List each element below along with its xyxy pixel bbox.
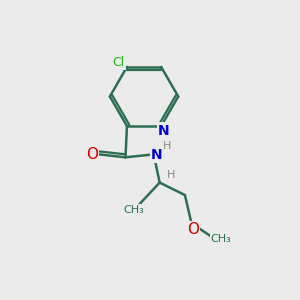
Text: O: O [86, 147, 98, 162]
Text: N: N [158, 124, 169, 138]
Text: CH₃: CH₃ [123, 205, 144, 215]
Text: O: O [187, 222, 199, 237]
Text: Cl: Cl [112, 56, 125, 69]
Text: CH₃: CH₃ [211, 234, 232, 244]
Text: H: H [163, 141, 171, 151]
Text: N: N [151, 148, 163, 162]
Text: H: H [167, 170, 175, 180]
